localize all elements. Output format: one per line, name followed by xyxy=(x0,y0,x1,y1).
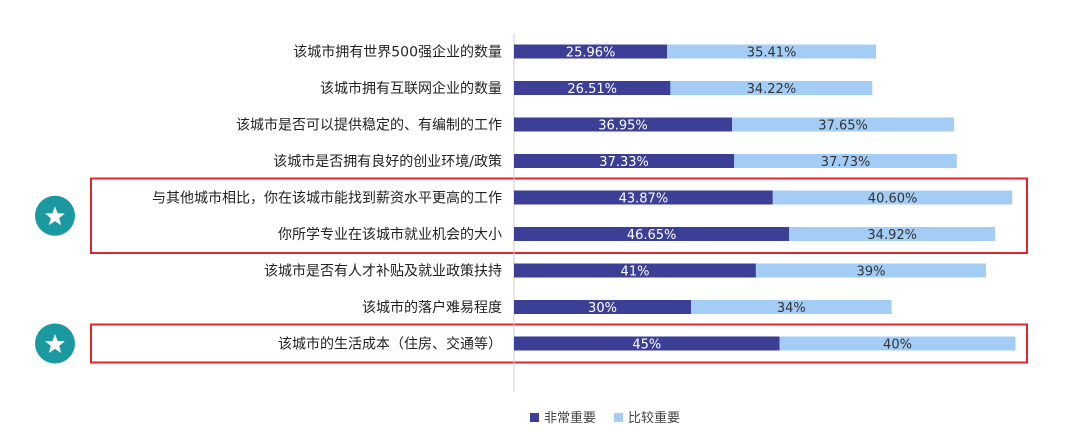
bar-fairly-important xyxy=(734,154,957,168)
bar-very-important xyxy=(514,117,732,132)
value-label: 45% xyxy=(632,338,661,353)
bar-very-important xyxy=(514,336,780,351)
highlight-layer xyxy=(35,177,1028,364)
value-label: 41% xyxy=(621,265,650,280)
bar-fairly-important xyxy=(772,190,1013,205)
category-label: 该城市拥有世界500强企业的数量 xyxy=(293,44,502,61)
value-label: 37.33% xyxy=(599,155,649,170)
category-label: 该城市的生活成本（住房、交通等） xyxy=(278,336,502,353)
category-label: 该城市是否有人才补贴及就业政策扶持 xyxy=(264,263,502,280)
category-label: 与其他城市相比，你在该城市能找到薪资水平更高的工作 xyxy=(152,190,502,207)
legend-swatch-very-important xyxy=(530,413,539,422)
value-label: 35.41% xyxy=(747,46,797,61)
bar-very-important xyxy=(514,263,756,278)
category-labels: 该城市拥有世界500强企业的数量该城市拥有互联网企业的数量该城市是否可以提供稳定… xyxy=(152,44,502,353)
value-label: 34.92% xyxy=(867,228,917,243)
bar-very-important xyxy=(514,227,790,241)
highlight-box-2 xyxy=(90,323,1028,364)
legend: 非常重要 比较重要 xyxy=(530,410,680,426)
value-label: 26.51% xyxy=(567,82,617,97)
value-label: 36.95% xyxy=(598,119,648,134)
value-label: 39% xyxy=(857,265,886,280)
category-label: 该城市是否可以提供稳定的、有编制的工作 xyxy=(236,117,502,134)
bar-fairly-important xyxy=(691,300,892,314)
category-label: 该城市是否拥有良好的创业环境/政策 xyxy=(273,153,502,170)
value-label: 30% xyxy=(588,301,617,316)
star-icon xyxy=(35,195,75,236)
value-label: 34% xyxy=(777,301,806,316)
bar-layer: 25.96% 35.41% 26.51% 34.22% 36.95% 37.65% 37.3… xyxy=(514,44,1016,353)
value-label: 37.65% xyxy=(818,119,868,134)
value-label: 43.87% xyxy=(619,192,669,207)
value-label: 34.22% xyxy=(747,82,797,97)
value-label: 40.60% xyxy=(868,192,918,207)
highlight-box-1 xyxy=(90,177,1028,254)
value-label: 40% xyxy=(883,338,912,353)
bar-very-important xyxy=(514,300,691,314)
legend-swatch-fairly-important xyxy=(614,413,623,422)
legend-label-fairly-important: 比较重要 xyxy=(628,410,680,426)
bar-very-important xyxy=(514,44,668,59)
bar-fairly-important xyxy=(732,117,955,132)
legend-label-very-important: 非常重要 xyxy=(544,410,596,426)
bar-fairly-important xyxy=(667,44,877,59)
bar-fairly-important xyxy=(779,336,1016,351)
value-label: 37.73% xyxy=(821,155,871,170)
star-icon xyxy=(35,323,75,364)
category-label: 你所学专业在该城市就业机会的大小 xyxy=(278,226,502,243)
category-label: 该城市拥有互联网企业的数量 xyxy=(320,80,502,97)
bar-fairly-important xyxy=(755,263,986,278)
bar-fairly-important xyxy=(670,81,873,95)
bar-fairly-important xyxy=(789,227,996,241)
bar-very-important xyxy=(514,81,671,95)
bar-very-important xyxy=(514,190,773,205)
value-label: 25.96% xyxy=(566,46,616,61)
bar-very-important xyxy=(514,154,735,168)
value-label: 46.65% xyxy=(627,228,677,243)
category-label: 该城市的落户难易程度 xyxy=(362,299,502,316)
